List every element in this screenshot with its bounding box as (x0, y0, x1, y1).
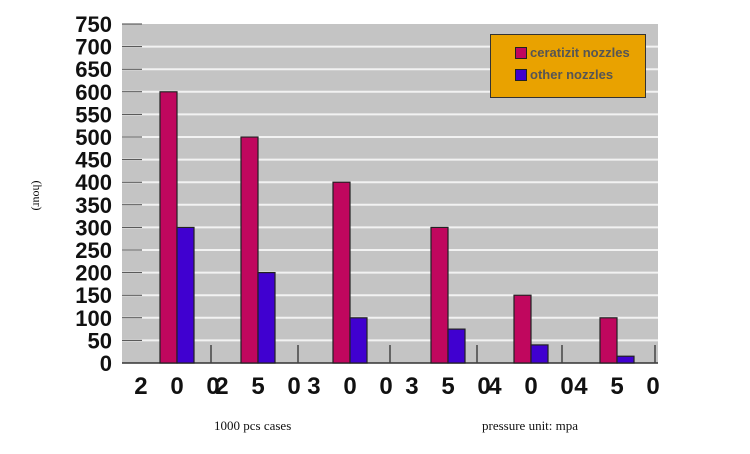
x-tick-label: 2 5 0 (215, 373, 308, 400)
x-tick-label: 3 0 0 (307, 373, 400, 400)
y-tick-label: 100 (75, 306, 112, 331)
legend-label: other nozzles (530, 67, 614, 82)
bar-ceratizit (332, 181, 351, 364)
bar-ceratizit (240, 136, 259, 364)
y-tick-label: 600 (75, 80, 112, 105)
y-tick-label: 650 (75, 57, 112, 82)
y-tick-label: 400 (75, 170, 112, 195)
x-tick-label: 4 5 0 (574, 373, 667, 400)
note-cases: 1000 pcs cases (214, 418, 292, 433)
x-tick-label: 4 0 0 (488, 373, 581, 400)
bar-ceratizit (159, 91, 178, 364)
legend-item-other: other nozzles (515, 67, 613, 82)
bar-ceratizit (513, 294, 532, 364)
y-tick-label: 250 (75, 238, 112, 263)
x-tick-label: 3 5 0 (405, 373, 498, 400)
y-tick-label: 350 (75, 193, 112, 218)
legend-item-ceratizit: ceratizit nozzles (515, 45, 630, 60)
bar-other (176, 226, 195, 364)
x-tick-label: 2 0 0 (134, 373, 227, 400)
y-tick-label: 450 (75, 148, 112, 173)
bar-ceratizit (599, 317, 618, 364)
note-pressure-unit: pressure unit: mpa (482, 418, 579, 433)
y-tick-label: 0 (100, 351, 112, 376)
bar-other (447, 328, 466, 364)
y-tick-label: 700 (75, 35, 112, 60)
legend-label: ceratizit nozzles (530, 45, 630, 60)
y-tick-label: 750 (75, 12, 112, 37)
y-axis-label: (hour) (30, 180, 45, 211)
legend-swatch (515, 68, 527, 81)
bar-other (530, 344, 549, 364)
y-tick-label: 150 (75, 283, 112, 308)
y-tick-label: 550 (75, 102, 112, 127)
y-tick-label: 500 (75, 125, 112, 150)
y-tick-label: 200 (75, 261, 112, 286)
bar-ceratizit (430, 226, 449, 364)
legend: ceratizit nozzles other nozzles (490, 34, 646, 98)
y-tick-label: 50 (88, 328, 112, 353)
y-tick-label: 300 (75, 215, 112, 240)
bar-other (349, 317, 368, 364)
bar-other (257, 272, 276, 364)
legend-swatch (515, 46, 527, 59)
bar-other (616, 355, 635, 364)
